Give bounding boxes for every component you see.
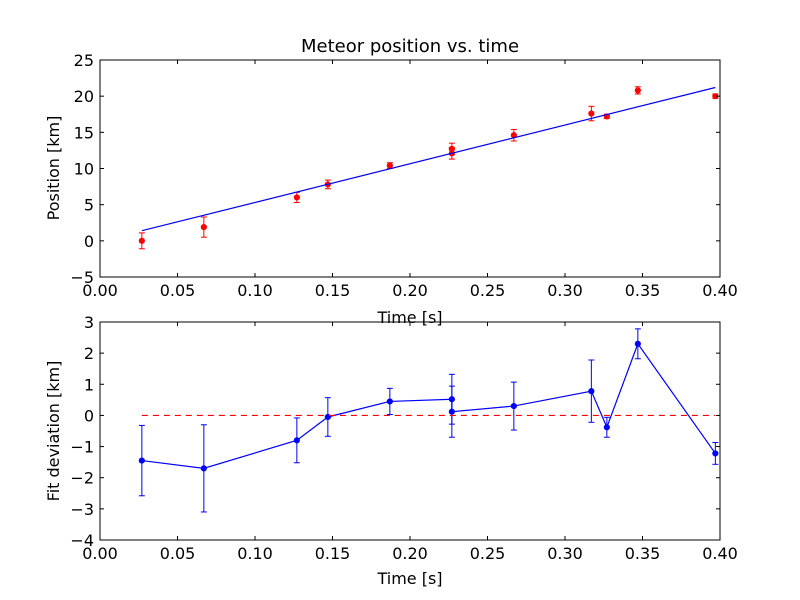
- position-x-tick-label: 0.10: [237, 281, 273, 300]
- position-y-ticks: −5 0 5 10 15 20 25: [70, 51, 720, 287]
- data-point: [510, 402, 517, 410]
- deviation-y-tick-label: −1: [70, 438, 94, 457]
- deviation-y-tick-label: 2: [84, 344, 94, 363]
- deviation-x-ticks: 0.00 0.05 0.10 0.15 0.20 0.25 0.30 0.35 0.40: [82, 322, 738, 563]
- data-point: [386, 162, 393, 169]
- data-point: [293, 437, 300, 444]
- position-x-tick-label: 0.35: [625, 281, 661, 300]
- deviation-y-tick-label: 0: [84, 406, 94, 425]
- data-point: [138, 457, 145, 464]
- deviation-y-tick-label: −4: [70, 531, 94, 550]
- data-point: [386, 398, 393, 405]
- position-y-tick-label: 15: [74, 123, 94, 142]
- position-x-tick-label: 0.20: [392, 281, 428, 300]
- deviation-y-tick-label: 3: [84, 313, 94, 332]
- data-point: [448, 408, 455, 415]
- deviation-x-axis-label: Time [s]: [376, 569, 442, 588]
- deviation-x-tick-label: 0.35: [625, 544, 661, 563]
- chart-title: Meteor position vs. time: [301, 36, 519, 57]
- deviation-x-tick-label: 0.05: [160, 544, 196, 563]
- data-point: [200, 223, 207, 231]
- deviation-y-ticks: −4 −3 −2 −1 0 1 2 3: [70, 313, 720, 550]
- deviation-y-tick-label: −2: [70, 469, 94, 488]
- data-point: [712, 450, 719, 457]
- position-y-axis-label: Position [km]: [44, 116, 63, 221]
- data-point: [138, 237, 145, 244]
- data-point: [293, 194, 300, 201]
- data-point: [603, 424, 610, 431]
- data-point: [588, 110, 595, 117]
- position-x-tick-label: 0.40: [702, 281, 738, 300]
- position-plot-area: [138, 86, 719, 250]
- deviation-y-tick-label: −3: [70, 500, 94, 519]
- deviation-x-tick-label: 0.15: [315, 544, 351, 563]
- deviation-x-tick-label: 0.10: [237, 544, 273, 563]
- deviation-y-tick-label: 1: [84, 375, 94, 394]
- data-point: [634, 87, 641, 94]
- data-point: [200, 465, 207, 472]
- fit-line: [141, 86, 716, 232]
- position-y-tick-label: 25: [74, 51, 94, 70]
- position-x-ticks: 0.00 0.05 0.10 0.15 0.20 0.25 0.30 0.35 0.40: [82, 60, 738, 300]
- position-y-tick-label: 10: [74, 160, 94, 179]
- position-x-tick-label: 0.25: [470, 281, 506, 300]
- position-x-tick-label: 0.00: [82, 281, 118, 300]
- position-y-tick-label: 0: [84, 232, 94, 251]
- position-subplot: Meteor position vs. time 0.00 0.05 0.10 0.1…: [44, 36, 738, 327]
- deviation-x-tick-label: 0.25: [470, 544, 506, 563]
- deviation-x-tick-label: 0.30: [547, 544, 583, 563]
- position-y-tick-label: −5: [70, 268, 94, 287]
- position-y-tick-label: 20: [74, 87, 94, 106]
- deviation-x-tick-label: 0.40: [702, 544, 738, 563]
- position-x-tick-label: 0.05: [160, 281, 196, 300]
- deviation-x-tick-label: 0.20: [392, 544, 428, 563]
- deviation-x-tick-label: 0.00: [82, 544, 118, 563]
- deviation-plot-area: [138, 328, 719, 513]
- data-point: [588, 388, 595, 395]
- deviation-y-axis-label: Fit deviation [km]: [44, 361, 63, 502]
- data-point: [448, 145, 455, 153]
- position-x-tick-label: 0.15: [315, 281, 351, 300]
- position-x-tick-label: 0.30: [547, 281, 583, 300]
- position-y-tick-label: 5: [84, 196, 94, 215]
- data-point: [634, 340, 641, 347]
- deviation-subplot: 0.00 0.05 0.10 0.15 0.20 0.25 0.30 0.35 0.40 −4−…: [44, 313, 738, 588]
